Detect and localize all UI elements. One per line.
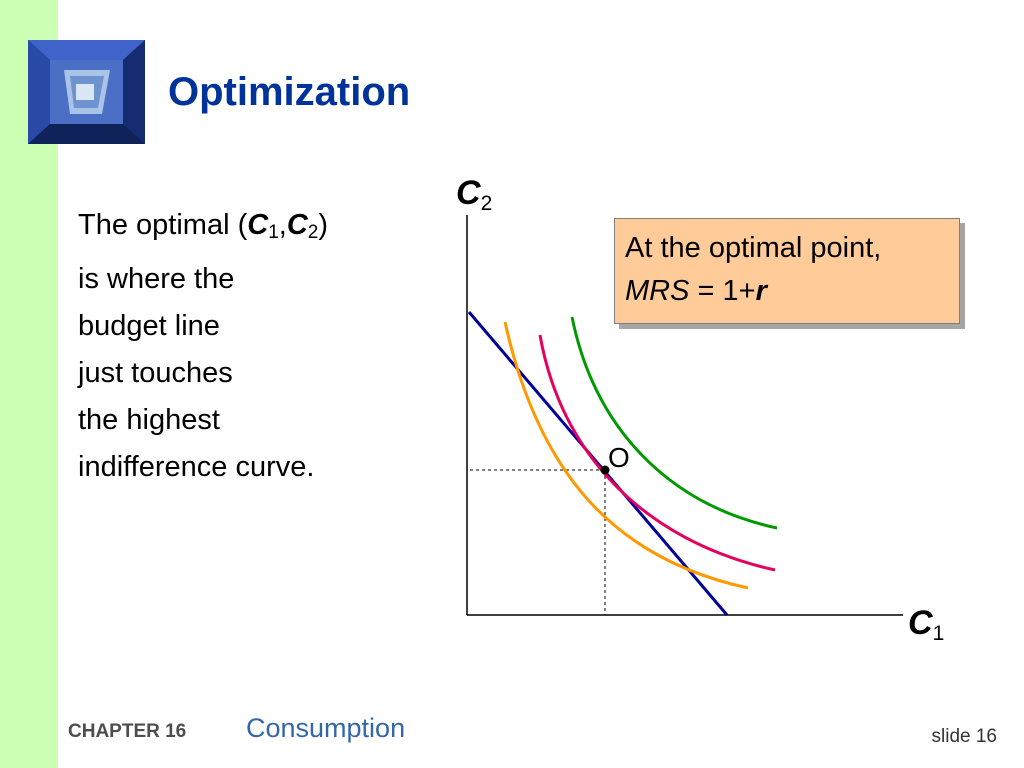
y-axis-label: C2 bbox=[456, 174, 493, 215]
callout-line-1: At the optimal point, bbox=[625, 232, 882, 264]
x-axis-label: C1 bbox=[908, 604, 945, 645]
explanation-line-1: The optimal (C1,C2) bbox=[78, 209, 329, 243]
explanation-text: The optimal (C1,C2) is where the budget … bbox=[78, 202, 408, 491]
explanation-line-3: budget line bbox=[78, 310, 220, 342]
explanation-line-5: the highest bbox=[78, 404, 220, 436]
indifference-curve-optimal bbox=[538, 334, 776, 572]
optimal-point-marker bbox=[600, 465, 610, 475]
indifference-curve-high bbox=[570, 316, 778, 530]
footer-topic: Consumption bbox=[246, 713, 406, 743]
budget-line bbox=[467, 311, 729, 616]
window-frame-icon bbox=[28, 40, 145, 144]
explanation-line-4: just touches bbox=[78, 357, 233, 389]
explanation-line-2: is where the bbox=[78, 263, 235, 295]
explanation-line-6: indifference curve. bbox=[78, 451, 315, 483]
logo-image bbox=[28, 40, 145, 144]
callout-line-2: MRS = 1+r bbox=[625, 275, 767, 307]
indifference-curve-low bbox=[503, 321, 749, 590]
slide-number: slide 16 bbox=[931, 726, 998, 747]
footer-chapter: CHAPTER 16 bbox=[68, 721, 187, 742]
optimal-point-label: O bbox=[608, 442, 630, 473]
slide-title: Optimization bbox=[168, 70, 411, 114]
optimal-point-callout: At the optimal point, MRS = 1+r bbox=[614, 218, 960, 324]
